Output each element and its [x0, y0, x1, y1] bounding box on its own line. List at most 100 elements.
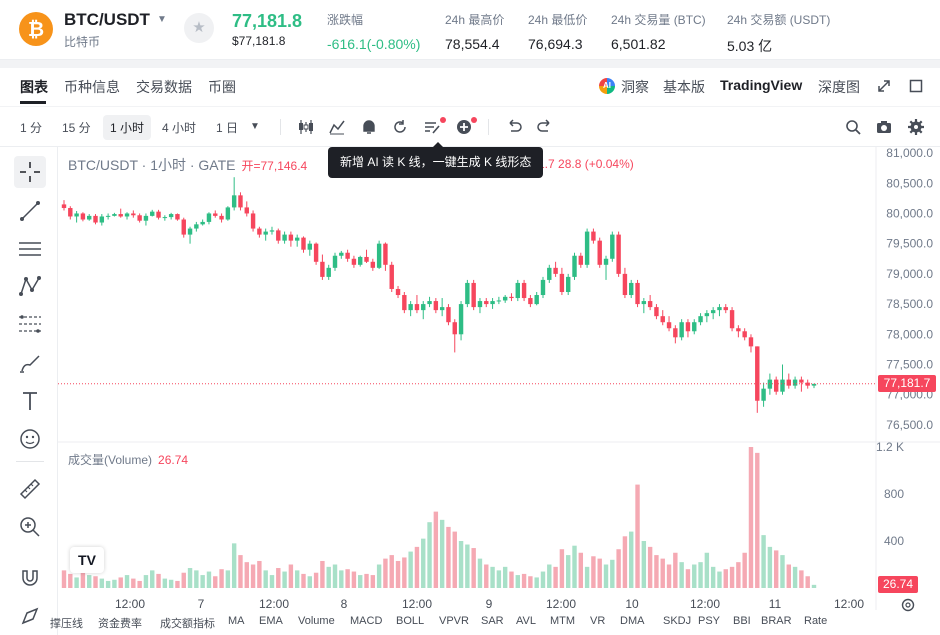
volume-bar — [131, 578, 136, 588]
pattern-tool-icon[interactable] — [14, 270, 46, 302]
volume-bar — [704, 552, 710, 588]
chart-tab-bar: 图表 币种信息 交易数据 币圈 AI 洞察 基本版 TradingView 深度… — [0, 68, 940, 106]
indicator-boll[interactable]: BOLL — [396, 615, 425, 627]
zoom-in-icon[interactable] — [14, 511, 46, 543]
settings-icon[interactable] — [900, 597, 916, 613]
volume-bar — [194, 570, 199, 588]
ruler-icon[interactable] — [14, 473, 46, 505]
candle-body — [269, 230, 275, 232]
candle-body — [629, 282, 634, 296]
timeframe-1d[interactable]: 1 日 — [216, 121, 239, 135]
indicator-dma[interactable]: DMA — [620, 615, 645, 627]
volume-bar — [301, 573, 306, 588]
timeframe-4h[interactable]: 4 小时 — [162, 121, 197, 135]
price-tick-label: 79,000.0 — [886, 267, 933, 281]
indicator-sar[interactable]: SAR — [481, 615, 504, 627]
indicator-ma[interactable]: MA — [228, 615, 245, 627]
basic-view-button[interactable]: 基本版 — [663, 79, 705, 95]
gear-icon[interactable] — [906, 117, 926, 137]
price-tick-label: 77,500.0 — [886, 358, 933, 372]
ai-insight-button[interactable]: 洞察 — [621, 79, 649, 95]
search-icon[interactable] — [843, 117, 863, 137]
indicator-avl[interactable]: AVL — [516, 615, 536, 627]
magnet-icon[interactable] — [14, 561, 46, 593]
indicator-[interactable]: 撑压线 — [50, 618, 83, 630]
horizontal-lines-icon[interactable] — [14, 233, 46, 265]
expand-icon[interactable] — [877, 79, 891, 93]
tab-chart[interactable]: 图表 — [20, 79, 48, 95]
candle-body — [112, 214, 117, 216]
indicator-vr[interactable]: VR — [590, 615, 606, 627]
tab-trade-data[interactable]: 交易数据 — [136, 79, 192, 95]
notification-dot — [471, 117, 477, 123]
depth-chart-button[interactable]: 深度图 — [818, 79, 860, 95]
indicator-rate[interactable]: Rate — [804, 615, 828, 627]
chevron-down-icon[interactable]: ▼ — [157, 14, 167, 25]
tradingview-button[interactable]: TradingView — [720, 77, 803, 93]
volume-bar — [225, 570, 231, 588]
alert-bell-icon[interactable] — [359, 117, 379, 137]
brush-icon[interactable] — [14, 347, 46, 379]
indicators-icon[interactable] — [327, 117, 347, 137]
indicator-[interactable]: 成交额指标 — [160, 618, 215, 630]
candle-body — [99, 216, 105, 223]
candle-body — [244, 207, 249, 214]
template-list-icon[interactable] — [422, 117, 442, 137]
candle-body — [490, 301, 495, 305]
lock-drawing-icon[interactable] — [14, 599, 46, 631]
candle-body — [257, 228, 262, 235]
volume-bar — [402, 557, 407, 588]
volume-bar — [414, 546, 420, 588]
indicator-bbi[interactable]: BBI — [733, 615, 751, 627]
indicator-macd[interactable]: MACD — [350, 615, 383, 627]
tab-coin-info[interactable]: 币种信息 — [64, 79, 120, 95]
window-icon[interactable] — [909, 79, 923, 93]
crosshair-icon[interactable] — [14, 156, 46, 188]
timeframe-15m[interactable]: 15 分 — [62, 121, 91, 135]
timeframe-1h[interactable]: 1 小时 — [103, 115, 152, 140]
text-tool-icon[interactable] — [14, 385, 46, 417]
camera-icon[interactable] — [874, 117, 894, 137]
indicator-mtm[interactable]: MTM — [550, 615, 576, 627]
stat-value: 78,554.4 — [445, 36, 500, 52]
indicator-volume[interactable]: Volume — [298, 615, 335, 627]
fibonacci-icon[interactable] — [14, 308, 46, 340]
indicator-psy[interactable]: PSY — [698, 615, 721, 627]
trend-line-icon[interactable] — [14, 195, 46, 227]
ai-feature-tooltip[interactable]: 新增 AI 读 K 线，一键生成 K 线形态 — [328, 142, 544, 178]
star-icon[interactable]: ★ — [184, 13, 214, 43]
volume-bar — [282, 571, 287, 588]
candle-body — [301, 237, 306, 250]
candle-body — [282, 234, 287, 241]
candle-body — [748, 337, 754, 347]
candle-body — [786, 379, 791, 386]
timeframe-1m[interactable]: 1 分 — [20, 121, 43, 135]
toolbar-divider — [280, 119, 281, 135]
redo-icon[interactable] — [535, 117, 555, 137]
replay-icon[interactable] — [390, 117, 410, 137]
candle-body — [692, 322, 697, 332]
pair-name[interactable]: BTC/USDT — [64, 10, 150, 29]
candle-body — [698, 316, 703, 323]
candlestick-chart[interactable]: 81,000.0 80,500.0 80,000.0 79,500.0 79,000.0… — [58, 147, 940, 635]
candle-type-icon[interactable] — [296, 117, 316, 137]
emoji-icon[interactable] — [14, 423, 46, 455]
indicator-ema[interactable]: EMA — [259, 615, 283, 627]
undo-icon[interactable] — [504, 117, 524, 137]
volume-bar — [547, 564, 552, 588]
candle-body — [603, 258, 609, 265]
candle-body — [143, 215, 149, 221]
add-circle-icon[interactable] — [454, 117, 474, 137]
active-tab-indicator — [20, 101, 46, 104]
chart-area[interactable]: 81,000.0 80,500.0 80,000.0 79,500.0 79,000.0… — [50, 142, 940, 635]
indicator-[interactable]: 资金费率 — [98, 618, 142, 630]
candle-body — [276, 230, 281, 241]
tradingview-logo[interactable]: TV — [70, 547, 104, 573]
candle-body — [383, 243, 388, 265]
indicator-skdj[interactable]: SKDJ — [663, 615, 692, 627]
timeframe-dropdown-icon[interactable]: ▼ — [250, 121, 260, 132]
indicator-brar[interactable]: BRAR — [761, 615, 792, 627]
candle-body — [332, 255, 338, 268]
indicator-vpvr[interactable]: VPVR — [439, 615, 469, 627]
tab-community[interactable]: 币圈 — [208, 79, 236, 95]
